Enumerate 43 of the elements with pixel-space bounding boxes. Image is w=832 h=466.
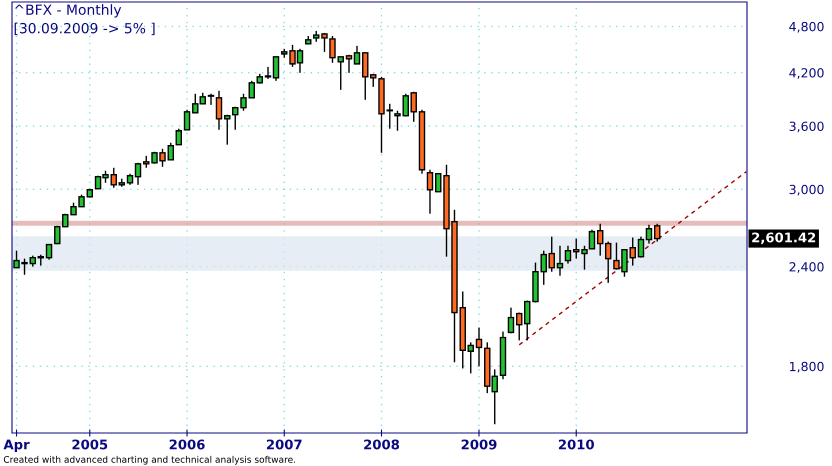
x-tick-label: 2007 [266,439,302,450]
candlestick [159,148,166,168]
y-tick-label: 3,000 [790,184,824,196]
candlestick [556,245,564,276]
candlestick [386,103,393,130]
chart-title: ^BFX - Monthly [14,4,122,18]
y-tick-label: 1,800 [790,362,824,373]
candlestick [143,155,150,168]
y-tick-label: 4,800 [789,22,824,33]
x-tick-label: 2005 [72,439,108,450]
x-tick-label: Apr [4,440,30,452]
candlestick [208,93,214,106]
candlestick [151,151,158,164]
candlestick [264,66,272,80]
text: Created with advanced charting and technical analysis software. [4,456,296,465]
x-tick-label: 2006 [170,439,205,450]
candlestick [564,245,572,264]
x-tick-label: 2008 [364,439,400,450]
candlestick [476,326,482,368]
y-tick-label: 2,400 [790,262,824,273]
candlestick [240,93,247,112]
candlestick [426,169,434,214]
candlestick [126,173,134,186]
text: 2,601.42 [752,232,816,244]
candlestick [338,56,344,91]
y-tick-label: 3,600 [790,122,824,132]
candlestick [321,32,328,53]
candlestick [313,30,320,43]
text: [30.09.2009 -> 5% ] [14,22,155,36]
candlestick [272,56,280,82]
candlestick [654,223,660,242]
candlestick [394,110,401,132]
candlestick [354,45,360,65]
x-tick-label: 2010 [558,439,594,450]
y-tick-label: 4,200 [789,68,824,79]
candlestick [346,54,352,74]
candlestick [216,90,222,130]
candlestick [573,238,580,260]
candlestick [435,172,442,193]
candlestick [329,35,336,64]
candlestick [134,162,142,186]
candlestick [508,306,514,334]
x-tick-label: 2009 [462,439,497,450]
